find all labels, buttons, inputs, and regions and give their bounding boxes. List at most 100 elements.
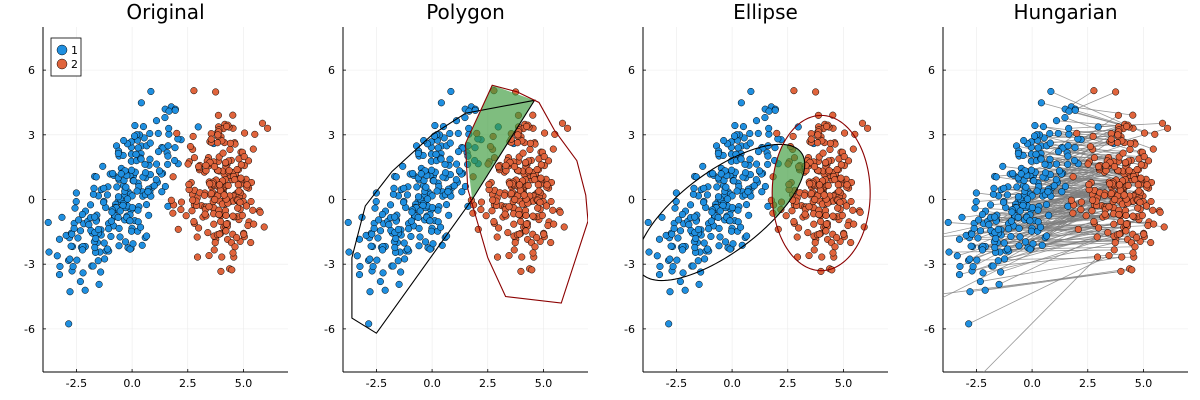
series-1-point xyxy=(69,263,77,271)
series-1-point xyxy=(395,280,403,288)
series-1-point xyxy=(141,160,149,168)
series-1-point xyxy=(442,169,450,177)
series-1-point xyxy=(708,208,716,216)
series-1-point xyxy=(1032,150,1040,158)
series-2-point xyxy=(205,203,213,211)
series-2-point xyxy=(1158,119,1167,127)
series-1-point xyxy=(976,227,985,235)
series-2-point xyxy=(204,229,212,237)
series-2-point xyxy=(182,212,190,220)
series-2-point xyxy=(1100,191,1108,199)
series-2-point xyxy=(558,119,567,127)
series-1-point xyxy=(99,162,107,170)
series-1-point xyxy=(742,201,751,209)
series-2-point xyxy=(820,191,828,199)
series-1-point xyxy=(392,173,400,181)
x-tick-label: 2.5 xyxy=(179,377,197,390)
series-2-point xyxy=(812,88,820,96)
y-tick-label: -6 xyxy=(624,323,635,336)
series-2-point xyxy=(822,220,831,228)
series-1-point xyxy=(1071,156,1079,165)
series-1-point xyxy=(883,298,890,305)
series-1-point xyxy=(129,240,137,248)
series-2-point xyxy=(1067,196,1075,204)
series-2-point xyxy=(833,165,841,174)
series-2-point xyxy=(226,145,234,154)
series-1-point xyxy=(1015,224,1023,232)
series-2-point xyxy=(256,208,264,216)
series-2-point xyxy=(477,198,486,206)
series-1-point xyxy=(147,87,155,96)
series-2-point xyxy=(214,111,222,119)
series-1-point xyxy=(145,211,153,219)
series-2-point xyxy=(233,165,241,174)
series-2-point xyxy=(837,174,845,182)
series-2-point xyxy=(833,234,841,242)
series-1-point xyxy=(67,242,75,250)
series-2-point xyxy=(1122,220,1131,228)
y-tick-label: 3 xyxy=(328,129,335,142)
series-2-point xyxy=(528,266,536,274)
series-2-point xyxy=(1131,243,1139,251)
series-1-point xyxy=(1042,169,1050,177)
series-1-point xyxy=(1019,201,1027,209)
series-2-point xyxy=(806,180,814,188)
series-2-point xyxy=(229,212,237,220)
y-tick-label: 3 xyxy=(628,129,635,142)
series-1-point xyxy=(726,245,734,253)
series-1-point xyxy=(665,320,673,328)
series-2-point xyxy=(842,202,851,210)
series-2-point xyxy=(826,139,834,147)
series-1-point xyxy=(164,160,172,168)
series-2-point xyxy=(1119,149,1127,157)
series-2-point xyxy=(500,191,508,199)
series-1-point xyxy=(707,217,715,225)
series-1-point xyxy=(66,288,74,296)
series-2-point xyxy=(845,157,853,165)
series-2-point xyxy=(223,122,231,130)
series-2-point xyxy=(811,195,819,204)
series-1-point xyxy=(399,162,407,170)
series-1-point xyxy=(415,242,423,250)
series-1-point xyxy=(727,227,736,235)
chart-title: Ellipse xyxy=(733,0,798,24)
series-1-point xyxy=(730,177,738,185)
series-1-point xyxy=(667,242,675,250)
series-1-point xyxy=(416,233,424,241)
series-1-point xyxy=(427,227,436,235)
x-tick-label: 0.0 xyxy=(423,377,441,390)
series-1-point xyxy=(413,183,421,191)
series-1-point xyxy=(744,188,752,196)
series-2-point xyxy=(518,253,526,261)
series-2-point xyxy=(1141,129,1149,137)
series-2-point xyxy=(1089,132,1097,140)
series-1-point xyxy=(754,129,762,137)
series-2-point xyxy=(490,218,498,226)
series-2-point xyxy=(1145,157,1153,165)
matching-line xyxy=(969,268,1130,293)
series-2-point xyxy=(524,181,532,190)
series-1-point xyxy=(955,235,964,243)
series-1-point xyxy=(101,255,109,263)
series-1-point xyxy=(764,160,772,168)
series-2-point xyxy=(564,124,572,132)
series-1-point xyxy=(414,193,423,201)
series-2-point xyxy=(245,157,253,165)
matching-line xyxy=(1075,109,1155,135)
matching-line xyxy=(1050,174,1149,189)
series-2-point xyxy=(1112,88,1120,96)
series-2-point xyxy=(838,211,846,219)
series-2-point xyxy=(560,223,568,231)
series-1-point xyxy=(729,240,737,248)
series-2-point xyxy=(1136,198,1144,206)
series-1-point xyxy=(692,234,700,243)
series-1-point xyxy=(113,183,121,191)
series-2-point xyxy=(1086,142,1094,151)
series-2-point xyxy=(189,196,197,204)
series-2-point xyxy=(1129,249,1137,257)
series-1-point xyxy=(975,216,983,224)
series-1-point xyxy=(437,223,445,231)
matching-line xyxy=(1071,106,1133,116)
series-2-point xyxy=(249,206,257,214)
series-1-point xyxy=(1008,208,1016,216)
